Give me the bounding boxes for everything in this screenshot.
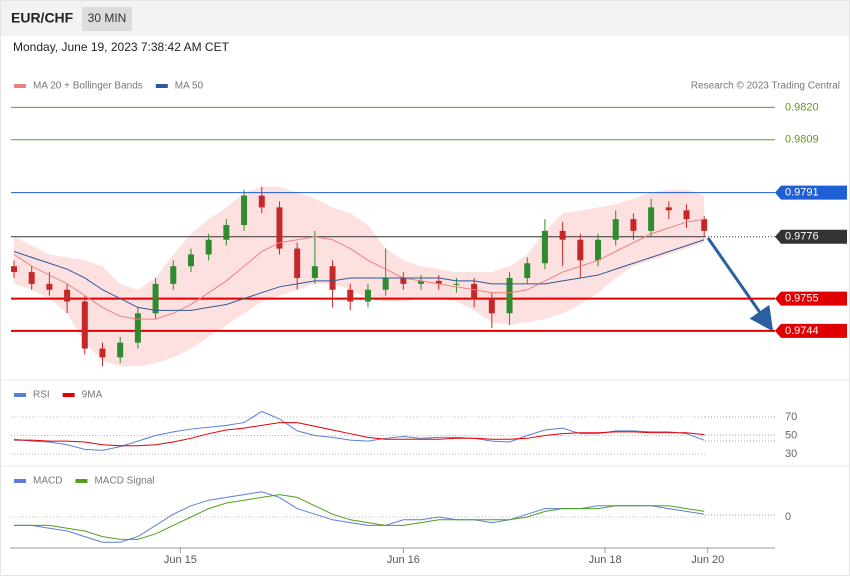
level-box [775,323,847,338]
level-label: 0.9744 [785,325,819,337]
candle-body [152,283,159,314]
candle-body [418,280,425,284]
level-label: 0.9809 [785,134,819,146]
legend-swatch [14,84,26,88]
symbol: EUR/CHF [11,10,74,26]
legend-label: MA 20 + Bollinger Bands [33,81,143,92]
level-label: 0.9755 [785,292,819,304]
header-bar [1,1,849,36]
candle-body [223,225,230,240]
candle-body [559,230,566,240]
candle-body [471,283,478,299]
candle-body [28,272,35,284]
candle-body [311,266,318,278]
legend-label: MA 50 [175,81,204,92]
level-box [775,185,847,200]
candle-body [347,289,354,302]
candle-body [99,348,106,358]
bollinger-band [14,186,705,367]
timestamp: Monday, June 19, 2023 7:38:42 AM CET [13,40,230,54]
level-label: 0.9791 [785,187,819,199]
candle-body [382,277,389,290]
level-label: 0.9776 [785,231,819,243]
y-tick-label: 70 [785,411,797,423]
legend-swatch [14,479,26,483]
indicator-line [14,494,705,540]
legend-label: 9MA [82,390,103,401]
legend-swatch [155,84,168,88]
candle-body [276,207,283,249]
x-tick-label: Jun 20 [691,554,724,566]
candle-body [258,195,265,208]
candle-body [577,239,584,261]
candle-body [648,207,655,231]
candle-body [294,248,301,278]
candle-body [64,289,71,302]
level-label: 0.9820 [785,101,819,113]
legend-label: MACD [33,476,62,487]
candle-body [205,239,212,255]
x-tick-label: Jun 18 [589,554,622,566]
candle-body [134,313,141,343]
y-tick-label: 50 [785,429,797,441]
indicator-line [14,422,705,447]
interval[interactable]: 30 MIN [88,11,127,25]
candle-body [630,219,637,231]
candle-body [400,277,407,284]
candle-body [701,219,708,231]
forecast-arrow [706,237,774,332]
candle-body [506,277,513,314]
y-tick-label: 30 [785,448,797,460]
indicator-line [13,410,705,451]
copyright: Research © 2023 Trading Central [691,81,840,92]
interval-badge[interactable] [82,7,132,31]
candle-body [524,263,531,278]
candle-body [241,195,248,226]
ma-line [13,218,705,320]
candle-body [329,266,336,290]
candle-body [11,266,17,273]
y-tick-label: 0 [785,511,791,523]
level-box [775,229,847,244]
candle-body [595,239,602,261]
candle-body [187,254,194,267]
candle-body [364,289,371,302]
candle-body [170,266,177,284]
x-tick-label: Jun 15 [164,554,197,566]
legend-label: MACD Signal [94,476,154,487]
level-box [775,291,847,306]
candle-body [665,207,672,211]
x-tick-label: Jun 16 [387,554,420,566]
legend-swatch [14,393,26,397]
candle-body [453,283,460,285]
candle-body [435,280,442,284]
ma-line [13,239,705,311]
candle-body [612,219,619,240]
candle-body [117,342,124,358]
candle-body [81,301,88,349]
legend-label: RSI [33,390,50,401]
candle-body [683,210,690,220]
candle-body [488,298,495,314]
candle-body [46,283,53,290]
legend-swatch [62,393,75,397]
legend-swatch [75,479,88,483]
candle-body [541,230,548,264]
